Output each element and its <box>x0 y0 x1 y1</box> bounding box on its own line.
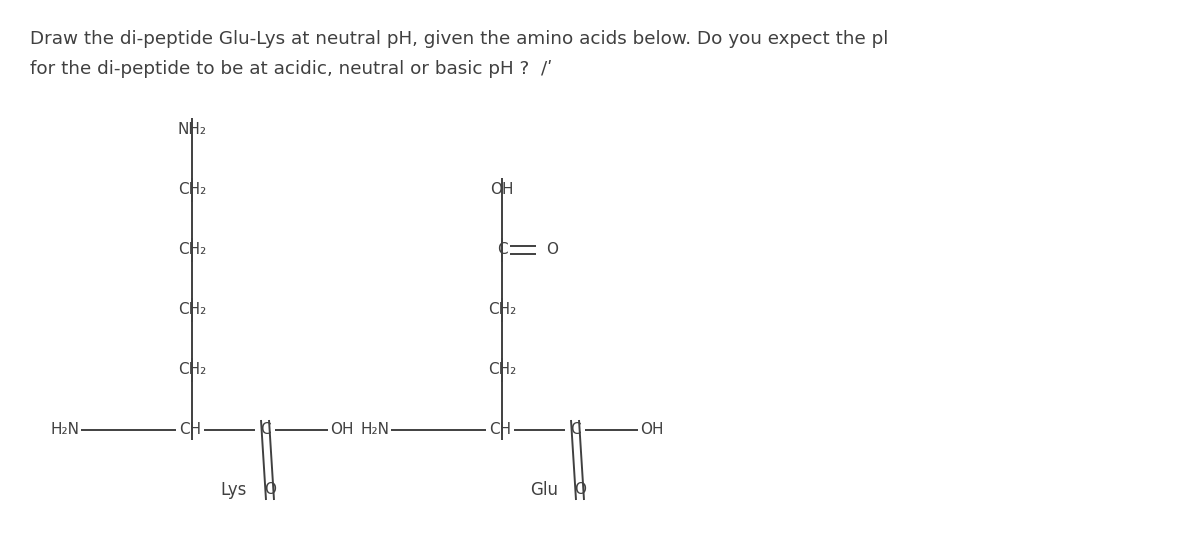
Text: C: C <box>259 422 270 437</box>
Text: Draw the di-peptide Glu-Lys at neutral pH, given the amino acids below. Do you e: Draw the di-peptide Glu-Lys at neutral p… <box>30 30 888 48</box>
Text: for the di-peptide to be at acidic, neutral or basic pH ?  /ʹ: for the di-peptide to be at acidic, neut… <box>30 60 552 78</box>
Text: OH: OH <box>330 422 354 437</box>
Text: C: C <box>570 422 581 437</box>
Text: C: C <box>497 243 508 258</box>
Text: CH₂: CH₂ <box>488 363 516 378</box>
Text: H₂N: H₂N <box>50 422 80 437</box>
Text: CH₂: CH₂ <box>178 302 206 317</box>
Text: CH₂: CH₂ <box>178 363 206 378</box>
Text: O: O <box>574 483 586 498</box>
Text: Glu: Glu <box>530 481 558 499</box>
Text: OH: OH <box>640 422 664 437</box>
Text: CH₂: CH₂ <box>178 243 206 258</box>
Text: O: O <box>264 483 276 498</box>
Text: CH: CH <box>179 422 202 437</box>
Text: CH₂: CH₂ <box>178 182 206 197</box>
Text: CH: CH <box>488 422 511 437</box>
Text: H₂N: H₂N <box>361 422 390 437</box>
Text: OH: OH <box>491 182 514 197</box>
Text: Lys: Lys <box>220 481 246 499</box>
Text: O: O <box>546 243 558 258</box>
Text: NH₂: NH₂ <box>178 123 206 138</box>
Text: CH₂: CH₂ <box>488 302 516 317</box>
